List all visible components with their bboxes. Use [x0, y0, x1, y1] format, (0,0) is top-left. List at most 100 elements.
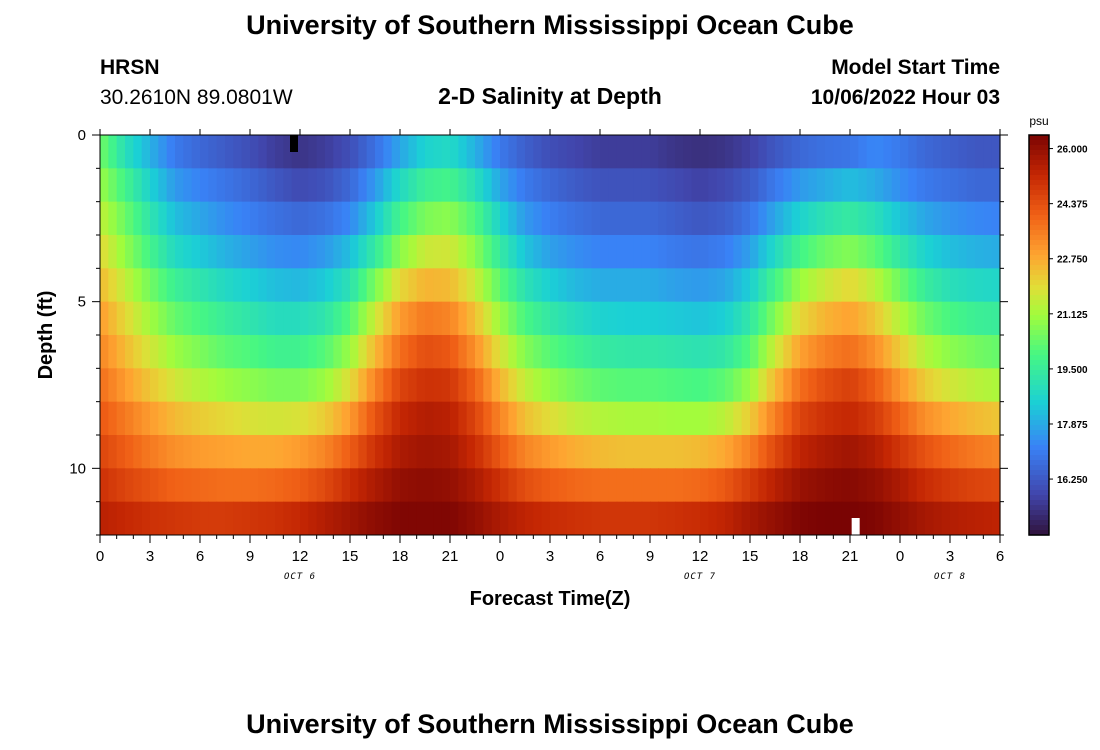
- heatmap-cell: [408, 235, 418, 269]
- colorbar-tick-label: 24.375: [1057, 200, 1088, 211]
- heatmap-cell: [733, 468, 743, 503]
- heatmap-cell: [933, 368, 943, 403]
- heatmap-cell: [508, 435, 518, 469]
- heatmap-cell: [800, 168, 809, 203]
- heatmap-cell: [133, 168, 143, 203]
- heatmap-cell: [550, 268, 559, 303]
- heatmap-cell: [141, 435, 151, 469]
- heatmap-cell: [608, 301, 618, 336]
- heatmap-cell: [616, 401, 626, 436]
- heatmap-cell: [100, 201, 109, 236]
- heatmap-cell: [941, 435, 951, 469]
- heatmap-cell: [383, 135, 393, 169]
- heatmap-cell: [900, 268, 909, 303]
- heatmap-cell: [766, 435, 776, 469]
- heatmap-cell: [608, 268, 618, 303]
- heatmap-cell: [666, 235, 676, 269]
- heatmap-cell: [950, 201, 959, 236]
- heatmap-cell: [225, 301, 234, 336]
- heatmap-cell: [608, 135, 618, 169]
- page-title: University of Southern Mississippi Ocean…: [246, 10, 854, 40]
- heatmap-cell: [208, 268, 218, 303]
- heatmap-cell: [558, 401, 568, 436]
- heatmap-cell: [558, 435, 568, 469]
- heatmap-cell: [666, 168, 676, 203]
- heatmap-cell: [450, 401, 459, 436]
- heatmap-cell: [591, 335, 601, 369]
- heatmap-cell: [891, 135, 901, 169]
- heatmap-cell: [633, 468, 643, 503]
- colorbar-segment: [1029, 230, 1049, 236]
- heatmap-cell: [216, 301, 226, 336]
- heatmap-cell: [558, 501, 568, 536]
- heatmap-cell: [575, 168, 584, 203]
- heatmap-cell: [825, 201, 834, 236]
- heatmap-cell: [350, 201, 359, 236]
- heatmap-cell: [108, 435, 118, 469]
- heatmap-cell: [400, 401, 409, 436]
- heatmap-cell: [350, 135, 359, 169]
- heatmap-cell: [575, 468, 584, 503]
- heatmap-cell: [533, 168, 543, 203]
- heatmap-cell: [566, 401, 576, 436]
- heatmap-cell: [800, 268, 809, 303]
- heatmap-cell: [116, 201, 126, 236]
- heatmap-cell: [125, 201, 134, 236]
- heatmap-cell: [750, 335, 759, 369]
- heatmap-cell: [341, 468, 351, 503]
- heatmap-cell: [600, 501, 609, 536]
- heatmap-cell: [641, 201, 651, 236]
- heatmap-cell: [625, 268, 634, 303]
- heatmap-cell: [183, 435, 193, 469]
- heatmap-cell: [325, 301, 334, 336]
- heatmap-cell: [725, 235, 734, 269]
- heatmap-cell: [641, 135, 651, 169]
- heatmap-cell: [666, 135, 676, 169]
- heatmap-cell: [683, 368, 693, 403]
- heatmap-cell: [441, 168, 451, 203]
- heatmap-cell: [658, 401, 668, 436]
- heatmap-cell: [800, 501, 809, 536]
- heatmap-cell: [425, 168, 434, 203]
- heatmap-cell: [291, 468, 301, 503]
- heatmap-cell: [500, 235, 509, 269]
- heatmap-cell: [733, 235, 743, 269]
- heatmap-cell: [550, 368, 559, 403]
- heatmap-cell: [175, 368, 184, 403]
- heatmap-cell: [891, 201, 901, 236]
- heatmap-cell: [875, 368, 884, 403]
- heatmap-cell: [366, 368, 376, 403]
- heatmap-cell: [591, 268, 601, 303]
- heatmap-cell: [108, 468, 118, 503]
- x-tick-label: 6: [196, 548, 204, 565]
- heatmap-cell: [300, 368, 309, 403]
- heatmap-cell: [291, 301, 301, 336]
- heatmap-cell: [250, 301, 259, 336]
- heatmap-cell: [616, 368, 626, 403]
- model-start-value: 10/06/2022 Hour 03: [810, 86, 1000, 109]
- heatmap-cell: [400, 335, 409, 369]
- heatmap-cell: [533, 335, 543, 369]
- heatmap-cell: [400, 268, 409, 303]
- heatmap-cell: [108, 201, 118, 236]
- colorbar-segment: [1029, 270, 1049, 276]
- heatmap-cell: [191, 368, 201, 403]
- heatmap-cell: [700, 235, 709, 269]
- heatmap-cell: [566, 268, 576, 303]
- heatmap-cell: [658, 168, 668, 203]
- heatmap-cell: [933, 235, 943, 269]
- heatmap-cell: [841, 268, 851, 303]
- heatmap-cell: [966, 168, 976, 203]
- heatmap-cell: [691, 368, 701, 403]
- heatmap-cell: [241, 401, 251, 436]
- heatmap-cell: [791, 135, 801, 169]
- heatmap-cell: [283, 268, 293, 303]
- heatmap-cell: [300, 268, 309, 303]
- heatmap-cell: [941, 268, 951, 303]
- colorbar-segment: [1029, 520, 1049, 526]
- heatmap-cell: [133, 401, 143, 436]
- heatmap-cell: [200, 368, 209, 403]
- heatmap-cell: [450, 435, 459, 469]
- heatmap-cell: [791, 268, 801, 303]
- heatmap-cell: [591, 368, 601, 403]
